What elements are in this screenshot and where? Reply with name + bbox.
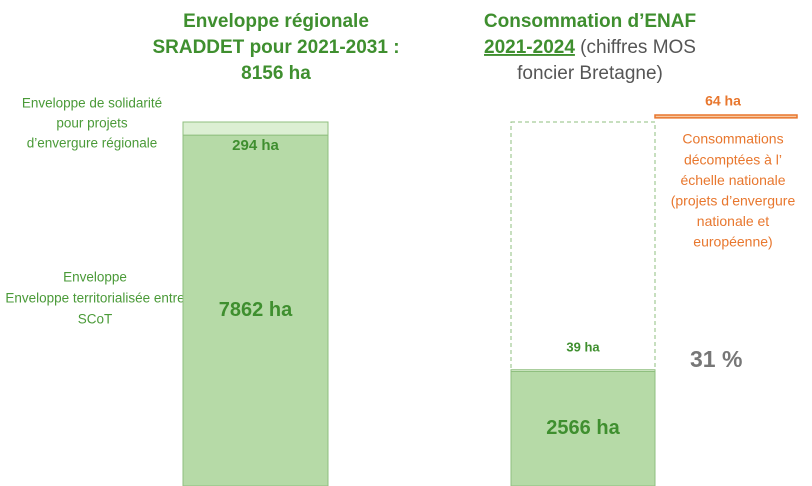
title-line: 2021-2024 (chiffres MOS — [484, 37, 696, 58]
title-line: foncier Bretagne) — [517, 63, 663, 84]
title-source: (chiffres MOS — [575, 37, 696, 58]
value-label: 7862 ha — [219, 299, 293, 321]
national-note: (projets d’envergure — [671, 193, 796, 209]
value-label: 2566 ha — [546, 417, 620, 439]
bar-segment — [182, 121, 329, 136]
title-line: Consommation d’ENAF — [484, 11, 696, 32]
national-bar — [654, 114, 798, 119]
national-note: échelle nationale — [680, 172, 785, 188]
share-label: 31 % — [690, 346, 742, 372]
value-label: 39 ha — [566, 339, 600, 354]
legend-label: Enveloppe territorialisée entre — [5, 291, 184, 306]
title-line: Enveloppe régionale — [183, 11, 369, 32]
envelope — [510, 121, 656, 486]
legend-label: pour projets — [56, 116, 128, 131]
national-note: Consommations — [682, 131, 783, 147]
title-line: SRADDET pour 2021-2031 : — [152, 37, 399, 58]
bar-segment — [182, 134, 329, 486]
legend-label: Enveloppe — [63, 270, 127, 285]
title-period: 2021-2024 — [484, 37, 575, 58]
bar-segment — [510, 370, 656, 486]
bar-segment — [510, 369, 656, 372]
legend-label: d’envergure régionale — [27, 136, 158, 151]
title-line: 8156 ha — [241, 63, 311, 84]
legend-label: Enveloppe de solidarité — [22, 96, 162, 111]
legend-label: SCoT — [78, 312, 113, 327]
national-note: européenne) — [693, 234, 772, 250]
national-label: 64 ha — [705, 93, 741, 109]
value-label: 294 ha — [232, 137, 279, 154]
national-note: décomptées à l’ — [684, 151, 782, 167]
national-note: nationale et — [697, 213, 770, 229]
